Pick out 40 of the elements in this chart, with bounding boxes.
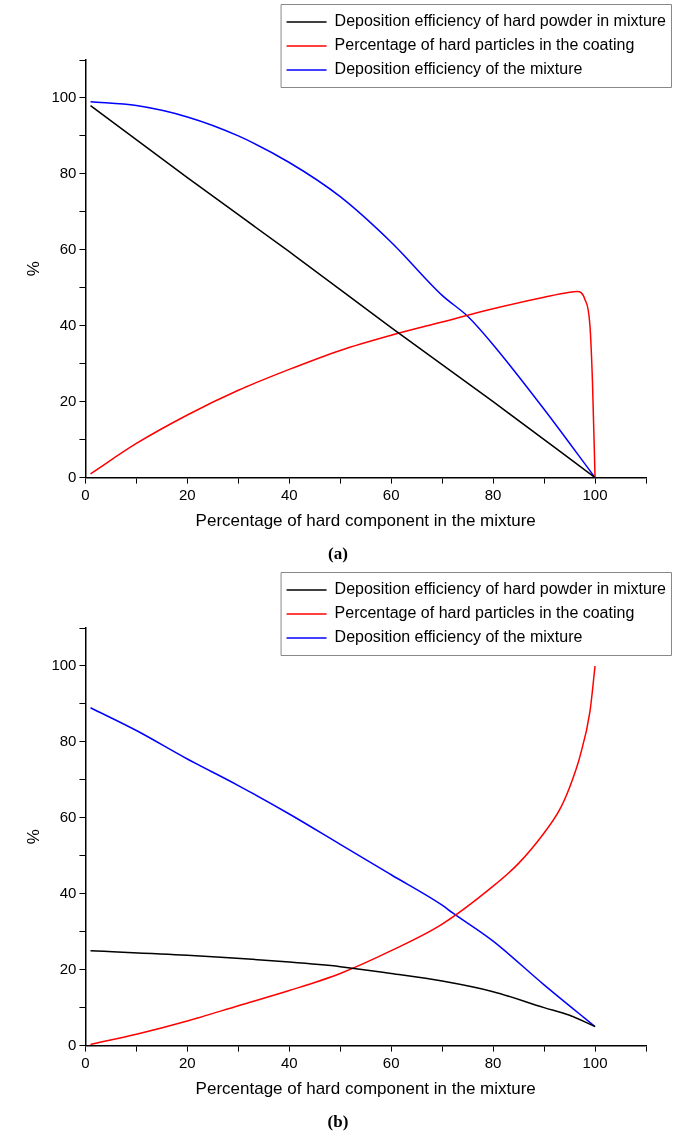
y-tick-label: 60 <box>59 807 77 825</box>
x-axis-title: Percentage of hard component in the mixture <box>195 511 536 531</box>
x-tick-label: 60 <box>382 485 400 503</box>
text: (a) <box>327 543 349 565</box>
y-tick-label: 20 <box>59 391 77 409</box>
x-tick-label: 100 <box>582 1053 608 1071</box>
legend-label: Deposition efficiency of hard powder in mixture <box>334 580 667 598</box>
y-tick-label: 100 <box>51 88 77 106</box>
y-tick-label: 0 <box>68 467 77 485</box>
x-tick-label: 40 <box>280 485 298 503</box>
x-axis-title: Percentage of hard component in the mixture <box>195 1079 536 1099</box>
x-tick-label: 20 <box>179 1053 196 1071</box>
legend-label: Percentage of hard particles in the coating <box>334 604 635 622</box>
x-tick-label: 20 <box>179 485 196 503</box>
x-tick-label: 0 <box>81 1053 90 1071</box>
y-axis-title: % <box>23 261 43 277</box>
legend-label: Percentage of hard particles in the coating <box>334 36 635 54</box>
y-tick-label: 40 <box>59 315 77 333</box>
x-tick-label: 100 <box>582 485 608 503</box>
line-series <box>89 290 596 478</box>
x-tick-label: 0 <box>81 485 90 503</box>
y-tick-label: 0 <box>68 1035 77 1053</box>
line-series <box>89 706 596 1028</box>
line-series <box>89 949 596 1028</box>
y-tick-label: 100 <box>51 656 77 674</box>
y-tick-label: 80 <box>59 732 77 750</box>
y-tick-label: 60 <box>59 239 77 257</box>
y-tick-label: 40 <box>59 883 77 901</box>
y-axis-title: % <box>23 829 43 845</box>
legend-label: Deposition efficiency of the mixture <box>334 628 583 646</box>
x-tick-label: 60 <box>382 1053 400 1071</box>
y-tick-label: 80 <box>59 164 77 182</box>
x-tick-label: 80 <box>484 485 502 503</box>
x-tick-label: 40 <box>280 1053 298 1071</box>
legend-label: Deposition efficiency of hard powder in mixture <box>334 12 667 30</box>
text: (b) <box>326 1111 350 1133</box>
line-series <box>89 665 596 1046</box>
legend-label: Deposition efficiency of the mixture <box>334 60 583 78</box>
y-tick-label: 20 <box>59 959 77 977</box>
x-tick-label: 80 <box>484 1053 502 1071</box>
